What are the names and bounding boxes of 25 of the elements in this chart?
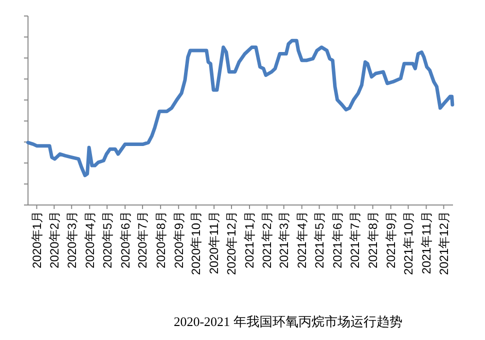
x-tick-label: 2021年3月	[277, 211, 292, 268]
x-tick-label: 2020年12月	[224, 211, 239, 276]
x-tick-label: 2021年7月	[348, 211, 362, 268]
x-tick-label: 2021年11月	[419, 211, 434, 274]
x-tick-label: 2020年1月	[30, 211, 44, 268]
x-tick-label: 2020年6月	[118, 211, 132, 268]
x-tick-label: 2021年4月	[295, 211, 310, 268]
x-tick-label: 2020年3月	[64, 211, 79, 268]
x-tick-label: 2020年5月	[100, 211, 114, 268]
text: 2020-2021 年我国环氧丙烷市场运行趋势	[174, 314, 402, 329]
x-tick-label: 2021年6月	[330, 211, 344, 268]
x-tick-label: 2020年10月	[189, 211, 204, 276]
x-tick-label: 2021年2月	[260, 211, 274, 268]
x-tick-label: 2020年8月	[154, 211, 168, 268]
x-tick-label: 2021年12月	[436, 211, 451, 276]
x-tick-label: 2021年10月	[401, 211, 416, 276]
x-tick-label: 2020年2月	[47, 211, 62, 268]
x-tick-label: 2021年1月	[242, 211, 257, 268]
x-tick-label: 2020年11月	[207, 211, 222, 274]
x-tick-label: 2021年9月	[384, 211, 398, 268]
x-tick-label: 2020年7月	[136, 211, 150, 268]
x-tick-label: 2021年5月	[312, 211, 326, 268]
x-tick-label: 2020年4月	[82, 211, 97, 268]
x-tick-label: 2021年8月	[366, 211, 380, 268]
x-tick-label: 2020年9月	[172, 211, 186, 268]
